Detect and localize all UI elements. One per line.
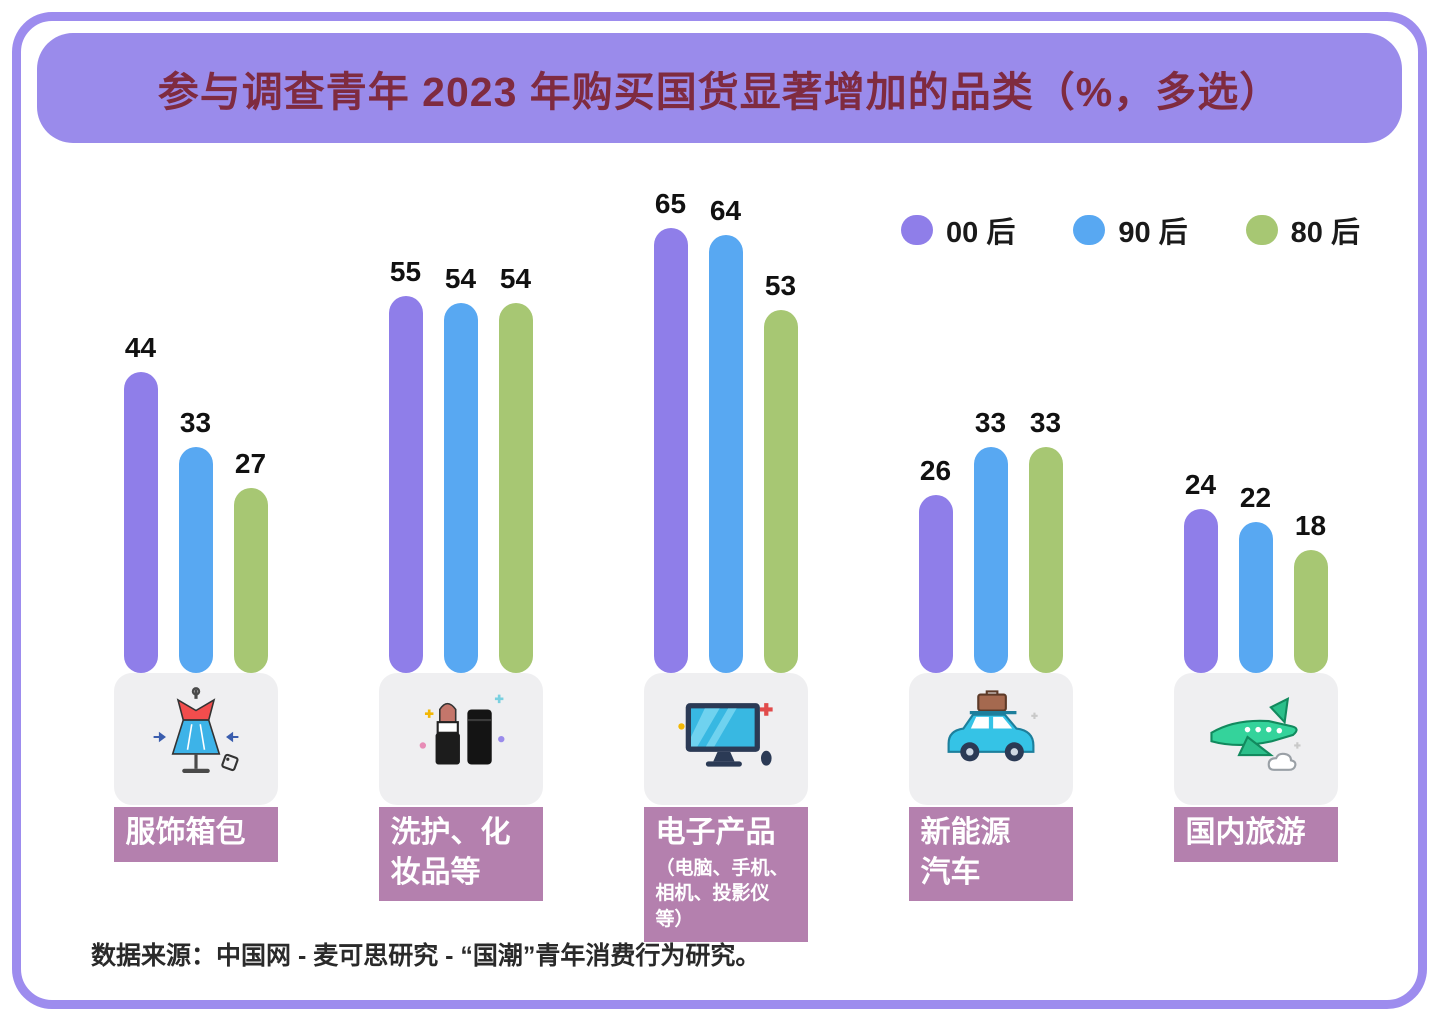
bar-column: 33 [1028, 407, 1063, 673]
bar-value-label: 54 [499, 263, 532, 294]
chart-title-band: 参与调查青年 2023 年购买国货显著增加的品类（%，多选） [37, 33, 1402, 143]
bar-chart: 44 33 27 服饰箱包 55 54 54 洗护、化 妆品等 65 64 53 电子产品 （电脑、手机… [63, 167, 1388, 942]
category-icon-box [908, 673, 1073, 805]
bar-value-label: 22 [1239, 482, 1272, 513]
category-group: 65 64 53 电子产品 （电脑、手机、 相机、投影仪 等） [613, 167, 839, 942]
chart-title: 参与调查青年 2023 年购买国货显著增加的品类（%，多选） [157, 69, 1282, 115]
lipstick-icon [408, 684, 514, 795]
bar-cluster: 24 22 18 [1183, 167, 1328, 673]
bar [973, 447, 1008, 673]
category-sublabel: （电脑、手机、 相机、投影仪 等） [655, 857, 789, 930]
legend-swatch-icon [901, 215, 934, 245]
legend-item: 80 后 [1245, 209, 1360, 251]
monitor-icon [671, 684, 781, 795]
bar [1293, 550, 1328, 673]
category-icon-box [1173, 673, 1338, 805]
bar-cluster: 26 33 33 [918, 167, 1063, 673]
bar-value-label: 44 [124, 332, 157, 363]
category-icon-box [378, 673, 543, 805]
infographic-frame: 参与调查青年 2023 年购买国货显著增加的品类（%，多选） 00 后 90 后 8… [12, 12, 1427, 1009]
category-group: 24 22 18 国内旅游 [1143, 167, 1369, 862]
bar [498, 303, 533, 673]
dress-icon [143, 684, 249, 795]
legend-item: 00 后 [901, 209, 1015, 251]
bar-cluster: 55 54 54 [388, 167, 533, 673]
bar-column: 54 [498, 263, 533, 673]
bar-column: 33 [973, 407, 1008, 673]
category-label: 国内旅游 [1173, 807, 1338, 862]
bar [443, 303, 478, 673]
bar-column: 26 [918, 455, 953, 673]
bar-column: 22 [1238, 482, 1273, 673]
plane-icon [1198, 684, 1314, 795]
bar-value-label: 55 [389, 256, 422, 287]
bar [763, 310, 798, 673]
category-group: 26 33 33 新能源 汽车 [878, 167, 1104, 902]
bar-column: 44 [123, 332, 158, 673]
bar-column: 55 [388, 256, 423, 673]
category-label: 电子产品 （电脑、手机、 相机、投影仪 等） [643, 807, 808, 942]
bar-column: 27 [233, 448, 268, 673]
bar [178, 447, 213, 673]
source-note: 数据来源：中国网 - 麦可思研究 - “国潮”青年消费行为研究。 [91, 942, 761, 970]
bar-value-label: 64 [709, 195, 742, 226]
legend-item: 90 后 [1073, 209, 1188, 251]
legend: 00 后 90 后 80 后 [901, 209, 1360, 251]
category-label: 洗护、化 妆品等 [378, 807, 543, 902]
bar-cluster: 44 33 27 [123, 167, 268, 673]
bar [708, 235, 743, 673]
bar-column: 64 [708, 195, 743, 673]
bar-column: 54 [443, 263, 478, 673]
bar-column: 53 [763, 270, 798, 673]
bar [123, 372, 158, 673]
bar-value-label: 53 [764, 270, 797, 301]
bar-value-label: 33 [974, 407, 1007, 438]
bar-column: 33 [178, 407, 213, 673]
category-label: 服饰箱包 [113, 807, 278, 862]
bar [388, 296, 423, 673]
bar-value-label: 33 [1029, 407, 1062, 438]
bar-column: 24 [1183, 469, 1218, 673]
category-icon-box [113, 673, 278, 805]
bar [1238, 522, 1273, 673]
car-icon [935, 684, 1047, 795]
category-group: 55 54 54 洗护、化 妆品等 [348, 167, 574, 902]
category-group: 44 33 27 服饰箱包 [83, 167, 309, 862]
bar [233, 488, 268, 673]
bar-column: 65 [653, 188, 688, 673]
bar-value-label: 18 [1294, 510, 1327, 541]
bar-value-label: 26 [919, 455, 952, 486]
bar [1183, 509, 1218, 673]
legend-swatch-icon [1073, 215, 1106, 245]
bar-value-label: 65 [654, 188, 687, 219]
bar-value-label: 33 [179, 407, 212, 438]
category-icon-box [643, 673, 808, 805]
bar-column: 18 [1293, 510, 1328, 673]
bar [653, 228, 688, 673]
legend-label: 90 后 [1118, 217, 1188, 249]
bar-value-label: 54 [444, 263, 477, 294]
legend-label: 00 后 [946, 217, 1016, 249]
bar [1028, 447, 1063, 673]
category-label: 新能源 汽车 [908, 807, 1073, 902]
bar-value-label: 27 [234, 448, 267, 479]
bar-cluster: 65 64 53 [653, 167, 798, 673]
bar-value-label: 24 [1184, 469, 1217, 500]
bar [918, 495, 953, 673]
legend-swatch-icon [1245, 215, 1278, 245]
legend-label: 80 后 [1290, 217, 1360, 249]
